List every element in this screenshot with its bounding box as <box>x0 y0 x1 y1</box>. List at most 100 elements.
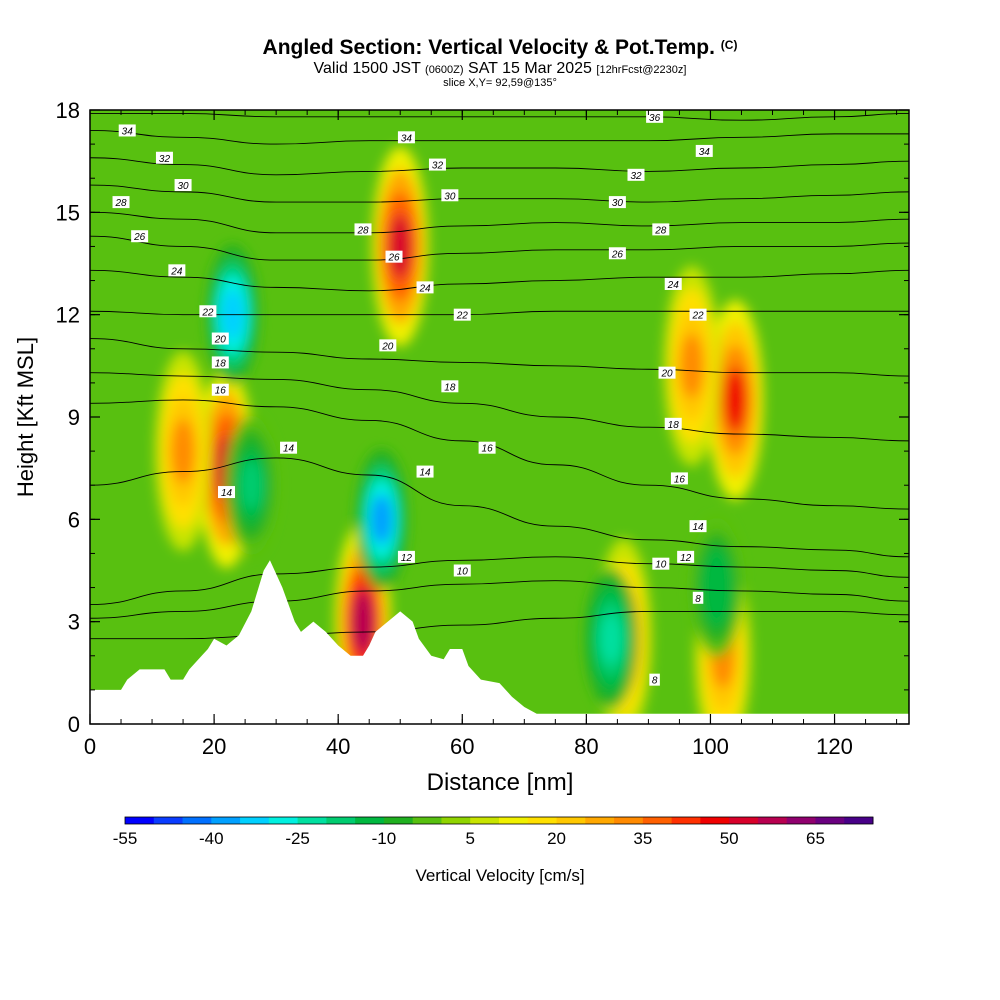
isentrope-label: 12 <box>397 550 415 564</box>
isentrope-label: 10 <box>453 564 471 578</box>
isentrope-label: 24 <box>416 281 434 294</box>
svg-text:14: 14 <box>692 522 704 533</box>
svg-text:20: 20 <box>660 369 673 380</box>
svg-text:14: 14 <box>221 488 233 499</box>
downdraft-core <box>240 460 263 511</box>
isentrope-lines <box>90 112 909 640</box>
colorbar-tick-label: 65 <box>806 829 825 848</box>
x-tick-label: 60 <box>450 734 474 759</box>
isentrope-label: 22 <box>199 305 217 318</box>
svg-text:16: 16 <box>674 474 686 485</box>
colorbar-swatch <box>757 817 788 824</box>
colorbar-swatch <box>614 817 644 824</box>
isentrope-30 <box>90 184 909 203</box>
x-tick-label: 40 <box>326 734 350 759</box>
svg-text:30: 30 <box>444 191 456 202</box>
isentrope-label: 14 <box>280 441 298 455</box>
colorbar-swatch <box>211 817 241 824</box>
svg-text:10: 10 <box>655 560 667 571</box>
colorbar-tick-label: 20 <box>547 829 566 848</box>
downdraft-core <box>370 494 393 545</box>
isentrope-labels: 34 32 30 28 26 24 22 20 18 16 14 14 34 32 30 28 26 24 22 20… <box>112 110 713 687</box>
svg-text:18: 18 <box>215 358 227 369</box>
isentrope-label: 32 <box>627 168 645 182</box>
svg-text:32: 32 <box>432 161 444 172</box>
svg-text:8: 8 <box>695 594 701 605</box>
y-axis-label: Height [Kft MSL] <box>13 337 38 497</box>
isentrope-24 <box>90 269 909 292</box>
isentrope-label: 32 <box>428 158 446 172</box>
colorbar-swatch <box>153 817 184 824</box>
isentrope-label: 8 <box>649 673 660 687</box>
svg-text:34: 34 <box>401 133 413 144</box>
updraft-core <box>351 589 375 655</box>
colorbar-tick-label: -25 <box>285 829 310 848</box>
svg-text:28: 28 <box>654 225 667 236</box>
colorbar-swatch <box>527 817 558 824</box>
svg-text:32: 32 <box>630 171 642 182</box>
isentrope-28 <box>90 211 909 234</box>
x-tick-label: 80 <box>574 734 598 759</box>
x-tick-label: 0 <box>84 734 96 759</box>
isentrope-label: 24 <box>168 264 186 277</box>
colorbar-swatch <box>786 817 816 824</box>
chart-slice-info: slice X,Y= 92,59@135° <box>443 77 557 89</box>
svg-text:26: 26 <box>133 232 146 243</box>
svg-text:32: 32 <box>159 154 171 165</box>
updraft-core <box>171 418 195 484</box>
colorbar-swatch <box>844 817 874 824</box>
terrain-mask <box>90 560 909 724</box>
isentrope-label: 8 <box>692 591 704 605</box>
colorbar-swatch <box>499 817 529 824</box>
isentrope-label: 16 <box>670 472 688 485</box>
isentrope-12 <box>90 556 909 606</box>
svg-text:24: 24 <box>418 283 431 294</box>
svg-text:30: 30 <box>612 198 624 209</box>
svg-text:16: 16 <box>482 444 494 455</box>
svg-text:12: 12 <box>680 553 692 564</box>
svg-text:24: 24 <box>667 280 680 291</box>
svg-text:22: 22 <box>691 311 704 322</box>
isentrope-label: 22 <box>689 308 707 322</box>
isentrope-label: 22 <box>453 308 471 322</box>
isentrope-label: 34 <box>118 124 136 137</box>
isentrope-label: 14 <box>218 486 235 499</box>
isentrope-14 <box>90 457 909 558</box>
colorbar-swatch <box>470 817 500 824</box>
colorbar-swatch <box>441 817 471 824</box>
chart-title: Angled Section: Vertical Velocity & Pot.… <box>262 36 738 59</box>
isentrope-label: 16 <box>211 383 229 397</box>
isentrope-label: 18 <box>441 380 459 393</box>
colorbar-swatch <box>815 817 845 824</box>
colorbar-swatch <box>125 817 155 824</box>
colorbar-tick-label: 50 <box>720 829 739 848</box>
y-tick-label: 0 <box>68 712 80 737</box>
isentrope-10 <box>90 580 909 619</box>
svg-text:12: 12 <box>401 553 413 564</box>
isentrope-16 <box>90 399 909 510</box>
y-tick-label: 12 <box>56 303 80 328</box>
isentrope-label: 24 <box>664 277 682 291</box>
svg-text:28: 28 <box>356 225 369 236</box>
x-tick-label: 120 <box>816 734 853 759</box>
isentrope-label: 14 <box>416 465 434 479</box>
colorbar-swatch <box>326 817 356 824</box>
colorbar-swatch <box>556 817 586 824</box>
isentrope-label: 34 <box>695 144 713 158</box>
isentrope-label: 12 <box>677 550 695 564</box>
isentrope-22 <box>90 310 909 316</box>
x-axis-label: Distance [nm] <box>427 769 574 796</box>
y-tick-label: 3 <box>68 610 80 635</box>
svg-text:18: 18 <box>668 420 680 431</box>
svg-text:26: 26 <box>387 253 400 264</box>
svg-text:30: 30 <box>178 181 190 192</box>
downdraft-core <box>600 613 623 664</box>
colorbar: -55 -40 -25 -10 5 20 35 50 65 <box>113 816 874 848</box>
isentrope-label: 16 <box>478 441 496 455</box>
colorbar-swatch <box>383 817 414 824</box>
y-tick-label: 9 <box>68 405 80 430</box>
svg-text:28: 28 <box>114 198 127 209</box>
colorbar-swatch <box>729 817 759 824</box>
